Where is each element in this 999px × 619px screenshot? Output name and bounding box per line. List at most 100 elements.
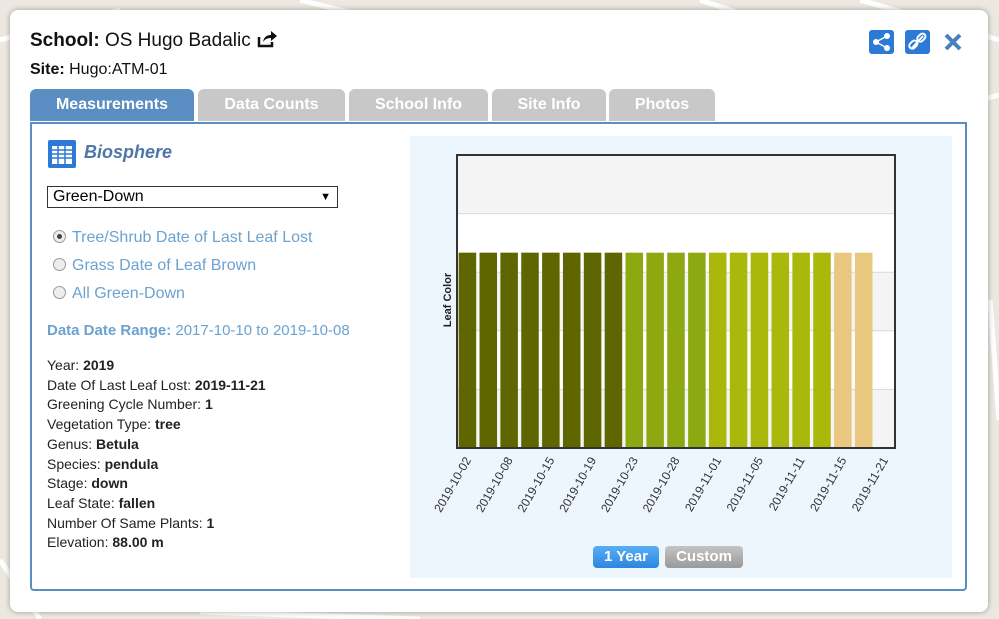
bar [771, 252, 790, 448]
bar [458, 252, 477, 448]
panel-title: Biosphere [84, 142, 173, 162]
bar [667, 252, 685, 448]
bar [542, 252, 560, 448]
detail-value: 1 [204, 396, 213, 413]
bar [500, 252, 518, 448]
bar [479, 252, 498, 448]
link-button[interactable] [905, 30, 930, 54]
bar [729, 252, 748, 448]
x-tick-label: 2019-11-15 [807, 454, 850, 514]
radio[interactable] [53, 286, 66, 299]
detail-value: 2019 [83, 357, 115, 373]
detail-row: Vegetation Type: tree [47, 416, 181, 432]
bar [792, 252, 810, 448]
school-line: School: OS Hugo Badalic [30, 30, 278, 52]
detail-value: tree [154, 416, 181, 433]
tab[interactable]: Site Info [492, 89, 606, 121]
detail-label: Genus: [47, 435, 93, 452]
bar [708, 252, 727, 448]
option-label: Grass Date of Leaf Brown [72, 257, 257, 274]
table-icon [48, 140, 76, 168]
detail-row: Elevation: 88.00 m [47, 534, 164, 550]
detail-label: Number Of Same Plants: [47, 514, 203, 531]
detail-row: Species: pendula [47, 456, 158, 472]
content-box [30, 122, 967, 591]
x-tick-label: 2019-10-19 [556, 454, 599, 514]
range-value: 2017-10-10 to 2019-10-08 [175, 322, 350, 339]
site-name: Hugo:ATM-01 [69, 61, 168, 78]
bar [834, 252, 852, 448]
radio[interactable] [53, 230, 66, 243]
x-tick-label: 2019-11-01 [682, 454, 725, 514]
detail-value: Betula [96, 435, 139, 452]
bar [562, 252, 581, 448]
bar [583, 252, 602, 448]
detail-value: 1 [206, 514, 215, 531]
radio-option[interactable]: Grass Date of Leaf Brown [53, 257, 256, 275]
range-button[interactable]: 1 Year [593, 546, 659, 568]
x-tick-label: 2019-10-15 [515, 454, 558, 514]
school-name: OS Hugo Badalic [104, 30, 251, 51]
detail-value: fallen [118, 494, 156, 511]
radio-option[interactable]: Tree/Shrub Date of Last Leaf Lost [53, 229, 312, 247]
close-button[interactable] [944, 33, 962, 51]
option-label: Tree/Shrub Date of Last Leaf Lost [72, 229, 313, 246]
range-label: Data Date Range: [47, 322, 172, 339]
bar [813, 252, 831, 448]
detail-label: Elevation: [47, 534, 109, 551]
site-label: Site: [30, 61, 65, 78]
radio-option[interactable]: All Green-Down [53, 285, 185, 303]
detail-value: pendula [104, 455, 159, 472]
x-tick-label: 2019-10-28 [640, 454, 683, 514]
bar [521, 252, 539, 448]
x-tick-label: 2019-11-05 [724, 454, 767, 514]
bar [854, 252, 873, 448]
x-tick-label: 2019-10-23 [598, 454, 641, 514]
plot-frame [456, 154, 896, 449]
grid-band [457, 155, 895, 214]
detail-label: Date Of Last Leaf Lost: [47, 376, 191, 393]
option-label: All Green-Down [72, 285, 185, 302]
detail-label: Year: [47, 357, 80, 373]
x-tick-label: 2019-11-21 [849, 454, 892, 514]
detail-row: Year: 2019 [47, 357, 114, 373]
bar [646, 252, 664, 448]
school-label: School: [30, 30, 100, 51]
detail-label: Leaf State: [47, 494, 115, 511]
x-tick-label: 2019-11-11 [766, 454, 808, 513]
tab[interactable]: Data Counts [198, 89, 345, 121]
select-value: Green-Down [53, 188, 144, 205]
detail-value: down [91, 475, 128, 492]
detail-row: Greening Cycle Number: 1 [47, 396, 213, 412]
bar [688, 252, 706, 448]
x-tick-label: 2019-10-08 [473, 454, 516, 514]
tab[interactable]: School Info [349, 89, 488, 121]
y-axis-label: Leaf Color [442, 272, 454, 327]
date-range: Data Date Range: 2017-10-10 to 2019-10-0… [47, 322, 350, 339]
detail-value: 2019-11-21 [194, 376, 266, 393]
tab[interactable]: Photos [609, 89, 715, 121]
bar [750, 252, 769, 448]
detail-row: Stage: down [47, 475, 128, 491]
bar [604, 252, 623, 448]
header-icons [869, 30, 962, 54]
detail-value: 88.00 m [112, 534, 164, 551]
share-button[interactable] [869, 30, 894, 54]
range-button[interactable]: Custom [665, 546, 743, 568]
external-icon[interactable] [256, 30, 278, 48]
bar [625, 252, 644, 448]
detail-label: Vegetation Type: [47, 416, 152, 433]
x-tick-label: 2019-10-02 [431, 454, 474, 514]
detail-row: Date Of Last Leaf Lost: 2019-11-21 [47, 377, 266, 393]
detail-row: Number Of Same Plants: 1 [47, 515, 214, 531]
detail-row: Genus: Betula [47, 436, 139, 452]
radio[interactable] [53, 258, 66, 271]
detail-row: Leaf State: fallen [47, 495, 155, 511]
detail-label: Species: [47, 455, 101, 472]
chart: Leaf Color 2019-10-022019-10-082019-10-1… [431, 154, 896, 515]
detail-label: Stage: [47, 475, 88, 492]
tab[interactable]: Measurements [30, 89, 194, 121]
site-line: Site: Hugo:ATM-01 [30, 61, 168, 79]
select[interactable]: Green-Down ▼ [47, 186, 338, 208]
